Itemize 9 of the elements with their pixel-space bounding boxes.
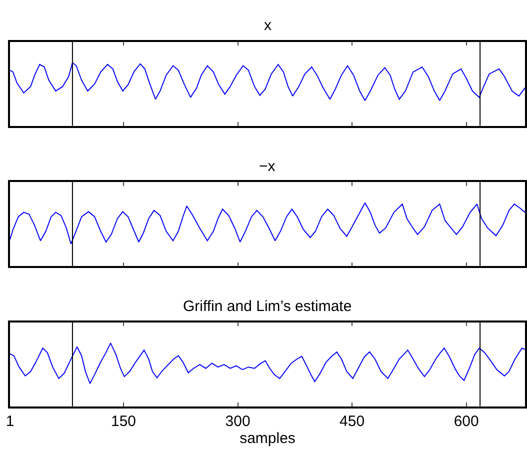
chart-title: Griffin and Lim’s estimate [183,298,352,315]
chart-title: −x [259,158,276,175]
x-tick-label: 300 [225,413,250,430]
chart-title: x [264,17,272,34]
x-tick-label: 450 [340,413,365,430]
x-tick-label: 1 [6,413,14,430]
x-tick-label: 150 [110,413,136,430]
x-axis-title: samples [240,430,296,447]
x-tick-label: 600 [454,413,479,430]
